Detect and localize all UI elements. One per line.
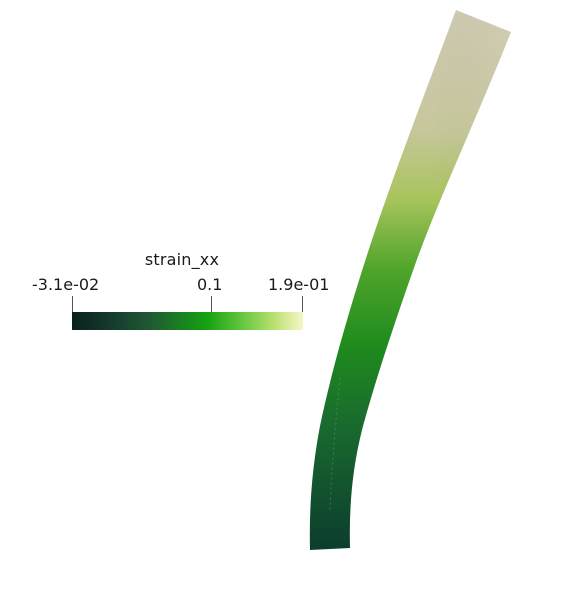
beam-scene (309, 10, 511, 550)
render-viewport[interactable]: strain_xx -3.1e-02 0.1 1.9e-01 (0, 0, 568, 593)
